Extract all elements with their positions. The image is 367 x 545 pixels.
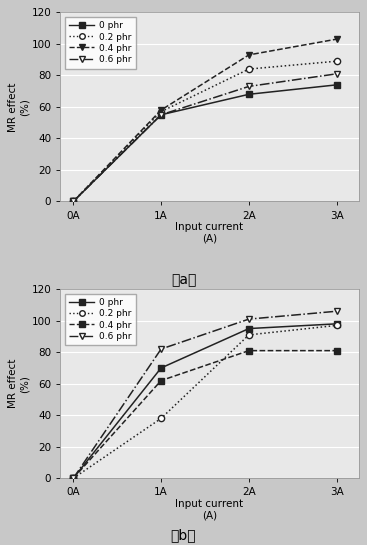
Y-axis label: MR effect
(%): MR effect (%) xyxy=(8,359,30,408)
Legend: 0 phr, 0.2 phr, 0.4 phr, 0.6 phr: 0 phr, 0.2 phr, 0.4 phr, 0.6 phr xyxy=(65,294,136,346)
Text: （a）: （a） xyxy=(171,274,196,288)
Text: （b）: （b） xyxy=(171,528,196,542)
X-axis label: Input current
(A): Input current (A) xyxy=(175,222,243,244)
X-axis label: Input current
(A): Input current (A) xyxy=(175,499,243,520)
Legend: 0 phr, 0.2 phr, 0.4 phr, 0.6 phr: 0 phr, 0.2 phr, 0.4 phr, 0.6 phr xyxy=(65,17,136,69)
Y-axis label: MR effect
(%): MR effect (%) xyxy=(8,82,30,131)
